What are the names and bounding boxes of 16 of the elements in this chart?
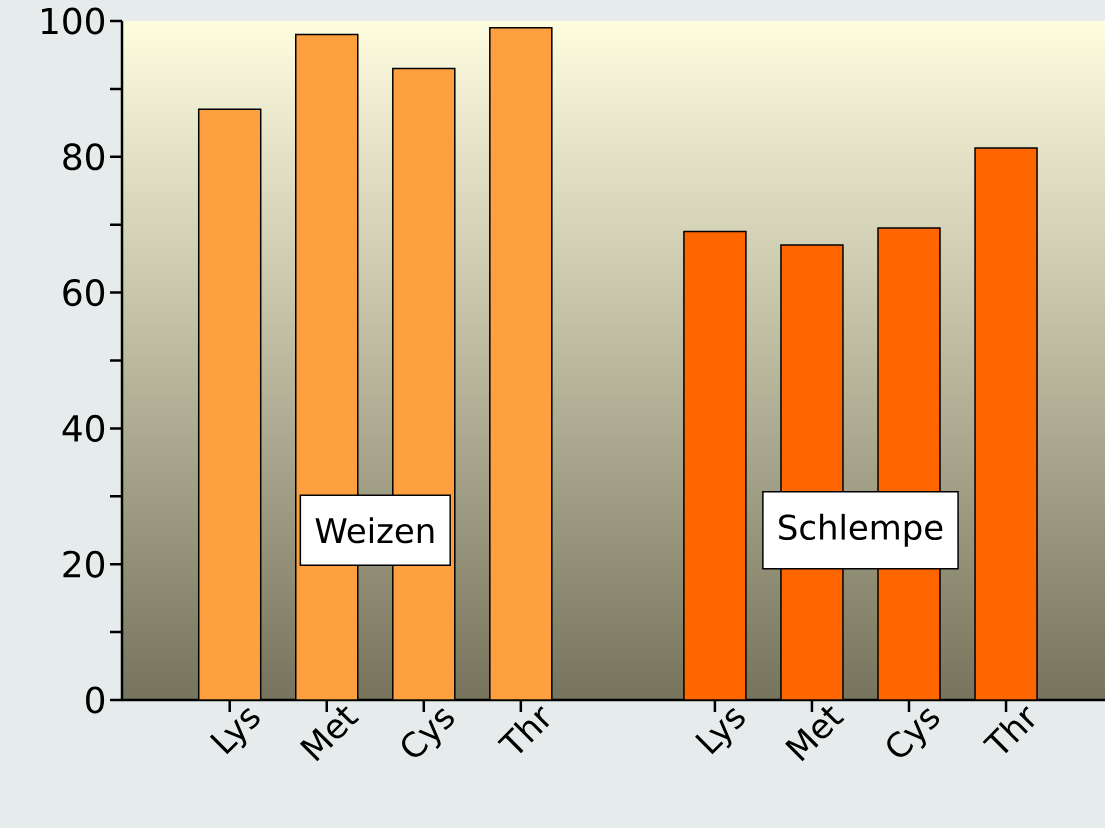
x-tick-label: Thr <box>982 706 1035 754</box>
x-tick-label: Lys <box>695 708 745 755</box>
y-tick-label: 40 <box>62 414 105 442</box>
y-tick-label: 100 <box>41 7 105 35</box>
y-tick-label: 60 <box>63 279 105 307</box>
series-label: Schlempe <box>779 513 943 547</box>
x-tick-label: Cys <box>402 708 454 757</box>
y-tick-label: 20 <box>63 550 105 578</box>
x-tick-label: Met <box>785 706 845 762</box>
x-tick-label: Thr <box>497 706 550 754</box>
x-tick-label: Met <box>299 706 360 762</box>
series-label: Weizen <box>315 517 434 544</box>
y-tick-label: 0 <box>86 686 105 714</box>
x-tick-label: Lys <box>209 708 260 755</box>
y-tick-label: 80 <box>63 143 105 171</box>
x-tick-label: Cys <box>887 708 940 757</box>
